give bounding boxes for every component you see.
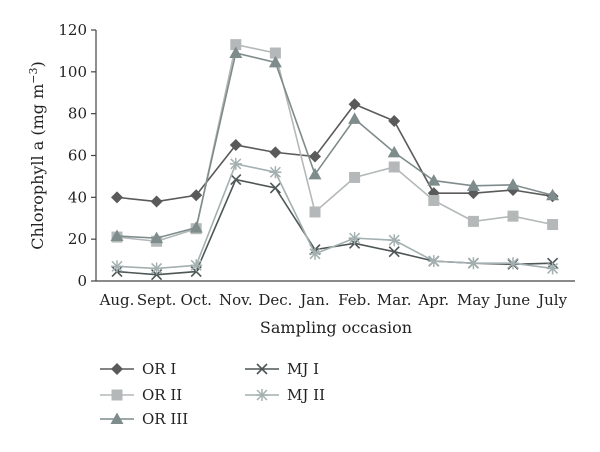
data-point-mj-ii <box>150 262 163 275</box>
data-point-or-iii <box>150 231 164 244</box>
data-point-mj-i <box>269 182 281 194</box>
x-tick-label: July <box>536 291 567 309</box>
legend-item-mj-i: MJ I <box>245 360 319 378</box>
data-point-or-i <box>348 98 361 111</box>
data-point-mj-ii <box>111 260 123 273</box>
y-ticks: 0 20 40 60 80 100 120 <box>58 21 96 290</box>
legend-marker <box>110 412 124 424</box>
data-point-or-iii <box>110 229 124 242</box>
y-tick-label: 40 <box>68 188 87 206</box>
y-tick-label: 100 <box>58 63 87 81</box>
legend-label: MJ II <box>287 386 325 404</box>
legend-item-or-iii: OR III <box>100 410 188 428</box>
legend-marker <box>256 363 268 375</box>
data-point-or-iii <box>308 167 322 180</box>
x-tick-label: Nov. <box>219 291 253 309</box>
data-point-or-iii <box>189 221 203 233</box>
data-point-mj-ii <box>427 255 440 268</box>
data-point-or-iii <box>268 55 282 68</box>
y-axis-title: Chlorophyll a (mg m−3) <box>27 61 48 250</box>
legend-label: OR I <box>142 360 176 378</box>
legend-item-or-ii: OR II <box>100 386 182 404</box>
data-point-or-ii <box>388 161 400 173</box>
data-point-or-ii <box>349 171 361 183</box>
data-point-or-i <box>190 189 203 202</box>
series-line-or-ii <box>116 43 553 243</box>
data-point-mj-i <box>230 173 242 186</box>
x-tick-label: Oct. <box>180 291 212 309</box>
legend-marker <box>111 363 123 375</box>
x-tick-label: Dec. <box>258 291 292 309</box>
data-point-mj-ii <box>467 257 480 270</box>
data-point-or-i <box>150 195 163 208</box>
x-tick-label: Apr. <box>417 291 449 309</box>
x-tick-label: June <box>494 291 530 309</box>
legend-marker <box>256 389 268 401</box>
data-point-or-ii <box>269 47 281 59</box>
y-tick-label: 0 <box>77 272 87 290</box>
data-point-or-ii <box>428 194 440 206</box>
data-point-or-i <box>269 146 282 159</box>
data-point-or-ii <box>547 219 559 231</box>
legend-item-mj-ii: MJ II <box>245 386 325 404</box>
data-point-or-i <box>229 139 242 152</box>
data-point-or-iii <box>506 178 520 190</box>
legend-item-or-i: OR I <box>100 360 176 378</box>
data-point-mj-ii <box>546 262 559 275</box>
data-point-or-i <box>111 191 123 204</box>
x-tick-label: May <box>457 291 490 309</box>
series-line-mj-ii <box>116 162 553 270</box>
x-tick-label: Aug. <box>99 291 135 309</box>
y-tick-label: 60 <box>68 147 87 165</box>
x-tick-label: Sept. <box>137 291 177 309</box>
data-point-or-ii <box>309 206 321 218</box>
data-point-mj-ii <box>507 257 519 270</box>
data-point-or-i <box>388 114 401 127</box>
y-tick-label: 120 <box>58 21 87 39</box>
data-point-mj-ii <box>309 247 321 260</box>
series-or-ii <box>111 39 559 247</box>
data-point-mj-ii <box>229 157 242 170</box>
legend-label: OR II <box>142 386 182 404</box>
data-point-mj-ii <box>348 232 361 245</box>
data-point-or-iii <box>348 112 362 124</box>
axes <box>95 30 575 282</box>
data-point-or-iii <box>466 179 480 191</box>
x-axis-title: Sampling occasion <box>260 318 412 337</box>
series-or-iii <box>110 46 560 244</box>
data-point-or-iii <box>387 145 401 158</box>
series-or-i <box>111 98 559 208</box>
data-point-or-iii <box>546 188 560 201</box>
legend-label: OR III <box>142 410 188 428</box>
data-point-mj-i <box>388 246 400 258</box>
legend-label: MJ I <box>287 360 319 378</box>
series-line-or-iii <box>116 52 553 239</box>
legend-marker <box>111 389 123 401</box>
data-point-or-ii <box>230 39 242 51</box>
data-point-mj-ii <box>190 259 203 272</box>
x-tick-label: Feb. <box>338 291 371 309</box>
data-point-or-ii <box>507 210 519 222</box>
x-tick-label: Jan. <box>298 291 329 309</box>
y-tick-label: 20 <box>68 230 87 248</box>
data-point-mj-ii <box>388 234 401 247</box>
data-point-mj-ii <box>269 166 282 179</box>
data-point-or-iii <box>229 46 243 59</box>
series-line-or-i <box>116 103 553 203</box>
data-point-or-i <box>309 150 321 163</box>
data-point-or-ii <box>467 215 479 227</box>
series-layer <box>110 39 560 281</box>
y-tick-label: 80 <box>68 105 87 123</box>
legend: OR I OR II OR III MJ I MJ II <box>100 360 325 428</box>
series-mj-ii <box>111 157 559 275</box>
x-ticks: Aug. Sept. Oct. Nov. Dec. Jan. Feb. Mar. Apr. May… <box>99 291 568 309</box>
data-point-or-iii <box>427 174 441 186</box>
x-tick-label: Mar. <box>377 291 412 309</box>
